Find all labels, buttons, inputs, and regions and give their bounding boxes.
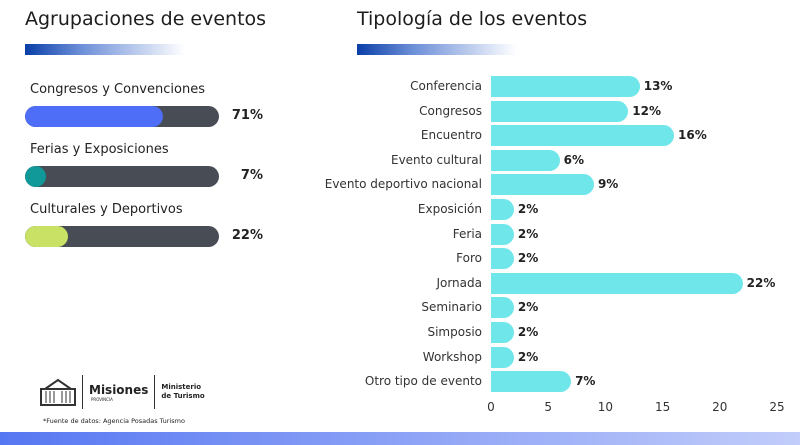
group-fill [25, 106, 163, 127]
bar [491, 76, 640, 97]
category-label: Feria [452, 226, 482, 241]
x-tick: 10 [597, 400, 614, 414]
category-label: Evento cultural [390, 152, 482, 167]
x-tick: 0 [487, 400, 495, 414]
bar [491, 248, 514, 270]
x-tick: 20 [712, 400, 728, 414]
bar [491, 322, 514, 343]
bar-label: 12% [632, 103, 661, 118]
group-fill [25, 226, 68, 247]
group-value: 71% [231, 108, 263, 123]
group-label: Culturales y Deportivos [30, 202, 183, 217]
bar-label: 2% [517, 202, 539, 216]
left-title: Agrupaciones de eventos [25, 8, 267, 30]
bar-label: 22% [746, 275, 776, 290]
chart-title: Tipología de los eventos [357, 8, 588, 30]
category-label: Simposio [427, 325, 482, 339]
bar [491, 174, 594, 196]
category-label: Exposición [417, 202, 482, 216]
x-tick: 15 [654, 400, 671, 414]
bar-label: 2% [517, 349, 539, 364]
bar [491, 371, 572, 393]
x-tick: 25 [769, 400, 785, 414]
bar-label: 9% [597, 177, 619, 192]
logo-text: Misiones [89, 382, 149, 397]
category-label: Otro tipo de evento [364, 374, 482, 389]
group-label: Ferias y Exposiciones [30, 142, 169, 157]
logo: Misiones PROVINCIA Ministerio de Turismo [40, 375, 206, 409]
footer-bar [0, 432, 800, 445]
category-label: Workshop [422, 349, 482, 364]
bar-label: 2% [517, 300, 539, 315]
group-fill [25, 166, 47, 187]
bar [491, 125, 675, 147]
group-progress [25, 106, 219, 127]
bar-label: 13% [643, 79, 673, 93]
category-label: Evento deportivo nacional [324, 177, 482, 192]
ministry: Ministerio de Turismo [161, 383, 205, 400]
data-source: *Fuente de datos: Agencia Posadas Turism… [43, 417, 185, 425]
category-label: Seminario [421, 300, 482, 315]
bar-label: 6% [563, 152, 584, 167]
bar-label: 16% [678, 128, 707, 143]
category-label: Encuentro [420, 128, 482, 143]
group-value: 7% [240, 168, 263, 183]
category-label: Conferencia [410, 79, 482, 93]
group-progress [25, 226, 219, 247]
bar [491, 223, 514, 245]
bar [491, 199, 514, 220]
title-underline [25, 44, 185, 55]
bar [491, 346, 514, 368]
bar [491, 100, 629, 122]
bar [491, 272, 743, 294]
x-tick: 5 [544, 400, 553, 414]
building-icon [40, 378, 76, 406]
bar-label: 2% [517, 226, 539, 241]
bar-label: 2% [517, 251, 539, 266]
category-label: Congresos [419, 103, 482, 118]
bar-label: 7% [575, 374, 596, 389]
title-underline [357, 44, 517, 55]
category-label: Jornada [436, 275, 482, 290]
group-label: Congresos y Convenciones [30, 82, 205, 97]
group-value: 22% [231, 228, 263, 243]
bar [491, 149, 560, 171]
group-progress [25, 166, 219, 187]
logo-sub: PROVINCIA [91, 396, 113, 402]
bar [491, 297, 514, 319]
bar-label: 2% [517, 325, 539, 339]
category-label: Foro [456, 251, 482, 266]
